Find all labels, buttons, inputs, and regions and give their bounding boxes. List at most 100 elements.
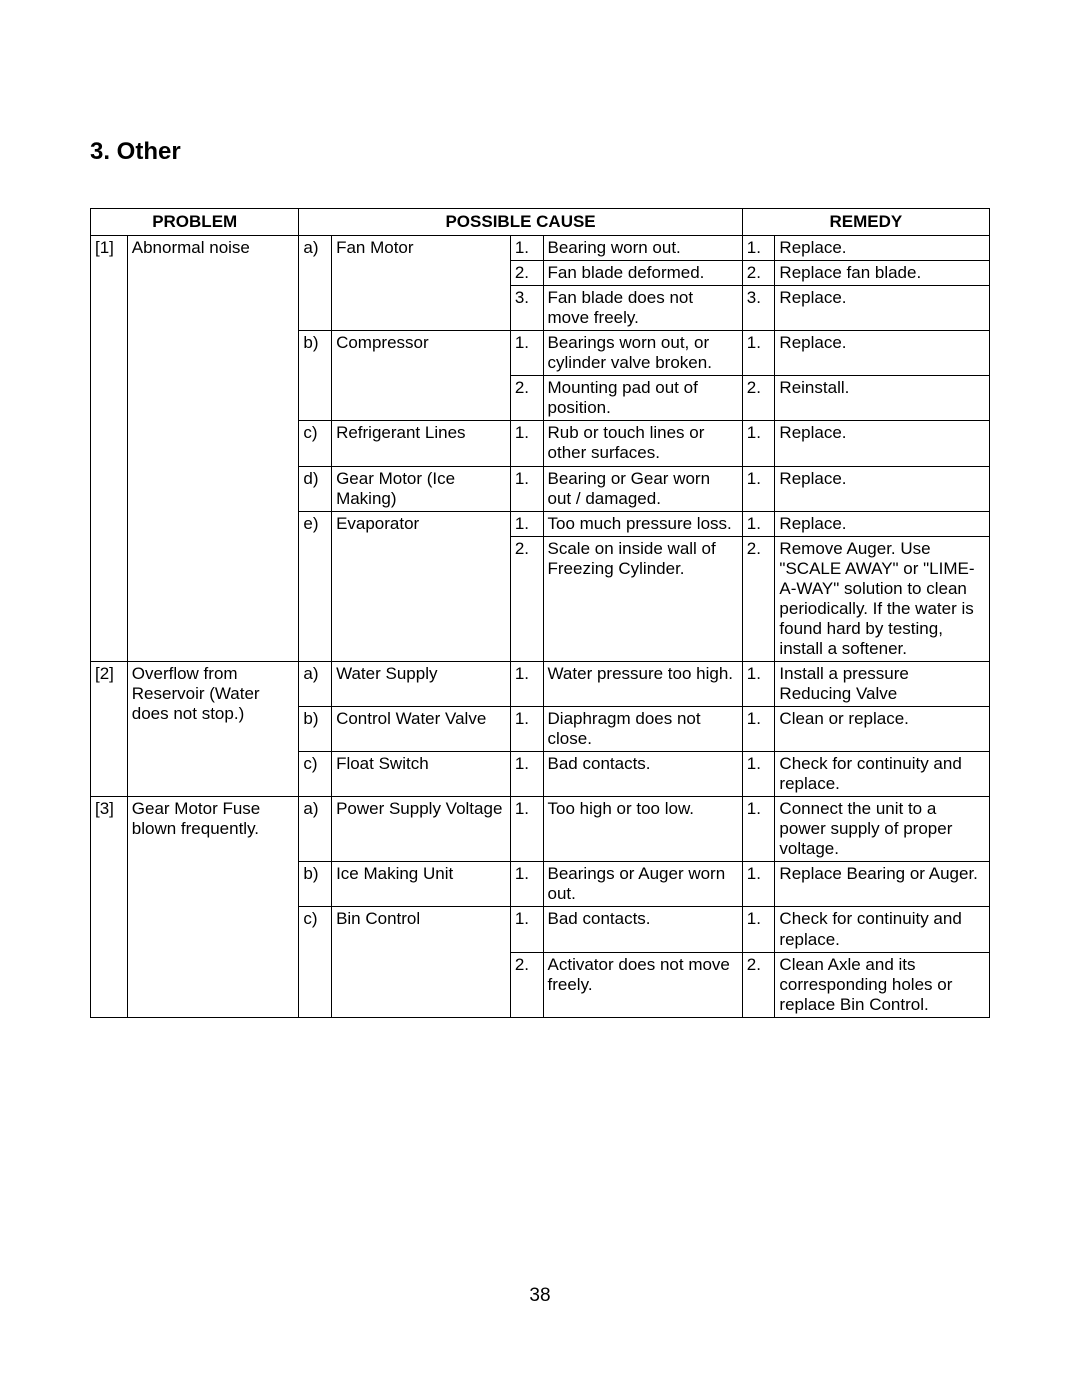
detail-number: 1. [510, 907, 543, 952]
detail-text: Activator does not move freely. [543, 952, 742, 1017]
cause-label: Bin Control [332, 907, 511, 1017]
header-cause: POSSIBLE CAUSE [299, 209, 742, 236]
remedy-text: Replace Bearing or Auger. [775, 862, 990, 907]
remedy-text: Remove Auger. Use "SCALE AWAY" or "LIME-… [775, 536, 990, 661]
cause-letter: b) [299, 331, 332, 421]
problem-index: [1] [91, 236, 128, 662]
remedy-number: 1. [742, 421, 775, 466]
detail-number: 2. [510, 261, 543, 286]
detail-number: 1. [510, 331, 543, 376]
table-row: [2]Overflow from Reservoir (Water does n… [91, 661, 990, 706]
cause-label: Compressor [332, 331, 511, 421]
remedy-text: Clean or replace. [775, 707, 990, 752]
cause-letter: a) [299, 661, 332, 706]
cause-label: Gear Motor (Ice Making) [332, 466, 511, 511]
detail-number: 1. [510, 466, 543, 511]
page-number: 38 [0, 1285, 1080, 1307]
table-row: [3]Gear Motor Fuse blown frequently.a)Po… [91, 797, 990, 862]
detail-number: 1. [510, 752, 543, 797]
detail-text: Bearing worn out. [543, 236, 742, 261]
remedy-number: 1. [742, 907, 775, 952]
table-header-row: PROBLEM POSSIBLE CAUSE REMEDY [91, 209, 990, 236]
detail-number: 1. [510, 707, 543, 752]
remedy-text: Replace fan blade. [775, 261, 990, 286]
cause-letter: d) [299, 466, 332, 511]
cause-letter: c) [299, 421, 332, 466]
remedy-number: 2. [742, 261, 775, 286]
remedy-number: 2. [742, 536, 775, 661]
detail-text: Bearing or Gear worn out / damaged. [543, 466, 742, 511]
table-body: [1]Abnormal noisea)Fan Motor1.Bearing wo… [91, 236, 990, 1018]
problem-index: [3] [91, 797, 128, 1017]
remedy-number: 3. [742, 286, 775, 331]
detail-text: Too much pressure loss. [543, 511, 742, 536]
detail-text: Diaphragm does not close. [543, 707, 742, 752]
detail-text: Mounting pad out of position. [543, 376, 742, 421]
detail-text: Fan blade does not move freely. [543, 286, 742, 331]
detail-number: 3. [510, 286, 543, 331]
detail-text: Bad contacts. [543, 752, 742, 797]
detail-number: 1. [510, 661, 543, 706]
problem-label: Gear Motor Fuse blown frequently. [127, 797, 299, 1017]
detail-number: 2. [510, 536, 543, 661]
remedy-number: 1. [742, 511, 775, 536]
header-problem: PROBLEM [91, 209, 299, 236]
detail-text: Rub or touch lines or other surfaces. [543, 421, 742, 466]
cause-label: Control Water Valve [332, 707, 511, 752]
detail-text: Scale on inside wall of Freezing Cylinde… [543, 536, 742, 661]
cause-letter: c) [299, 752, 332, 797]
remedy-number: 1. [742, 862, 775, 907]
remedy-number: 1. [742, 661, 775, 706]
detail-number: 1. [510, 862, 543, 907]
detail-number: 1. [510, 797, 543, 862]
detail-text: Bearings worn out, or cylinder valve bro… [543, 331, 742, 376]
cause-letter: a) [299, 236, 332, 331]
cause-label: Float Switch [332, 752, 511, 797]
cause-letter: e) [299, 511, 332, 661]
detail-text: Bad contacts. [543, 907, 742, 952]
cause-letter: a) [299, 797, 332, 862]
remedy-number: 2. [742, 952, 775, 1017]
detail-text: Bearings or Auger worn out. [543, 862, 742, 907]
remedy-text: Replace. [775, 466, 990, 511]
remedy-text: Check for continuity and replace. [775, 907, 990, 952]
remedy-text: Replace. [775, 286, 990, 331]
remedy-number: 1. [742, 236, 775, 261]
table-row: [1]Abnormal noisea)Fan Motor1.Bearing wo… [91, 236, 990, 261]
detail-text: Fan blade deformed. [543, 261, 742, 286]
cause-letter: b) [299, 862, 332, 907]
remedy-text: Clean Axle and its corresponding holes o… [775, 952, 990, 1017]
cause-label: Ice Making Unit [332, 862, 511, 907]
detail-text: Too high or too low. [543, 797, 742, 862]
remedy-number: 1. [742, 707, 775, 752]
cause-label: Water Supply [332, 661, 511, 706]
problem-label: Abnormal noise [127, 236, 299, 662]
cause-letter: b) [299, 707, 332, 752]
section-title: 3. Other [90, 138, 990, 166]
remedy-text: Replace. [775, 236, 990, 261]
cause-label: Evaporator [332, 511, 511, 661]
remedy-number: 1. [742, 331, 775, 376]
troubleshooting-table: PROBLEM POSSIBLE CAUSE REMEDY [1]Abnorma… [90, 208, 990, 1018]
detail-number: 2. [510, 376, 543, 421]
remedy-number: 1. [742, 797, 775, 862]
remedy-text: Replace. [775, 421, 990, 466]
remedy-text: Replace. [775, 511, 990, 536]
cause-label: Fan Motor [332, 236, 511, 331]
remedy-number: 2. [742, 376, 775, 421]
remedy-number: 1. [742, 752, 775, 797]
problem-label: Overflow from Reservoir (Water does not … [127, 661, 299, 796]
problem-index: [2] [91, 661, 128, 796]
detail-number: 1. [510, 421, 543, 466]
remedy-text: Check for continuity and replace. [775, 752, 990, 797]
remedy-text: Install a pressure Reducing Valve [775, 661, 990, 706]
remedy-text: Reinstall. [775, 376, 990, 421]
detail-number: 1. [510, 511, 543, 536]
remedy-number: 1. [742, 466, 775, 511]
cause-label: Refrigerant Lines [332, 421, 511, 466]
cause-label: Power Supply Voltage [332, 797, 511, 862]
cause-letter: c) [299, 907, 332, 1017]
header-remedy: REMEDY [742, 209, 989, 236]
remedy-text: Connect the unit to a power supply of pr… [775, 797, 990, 862]
remedy-text: Replace. [775, 331, 990, 376]
